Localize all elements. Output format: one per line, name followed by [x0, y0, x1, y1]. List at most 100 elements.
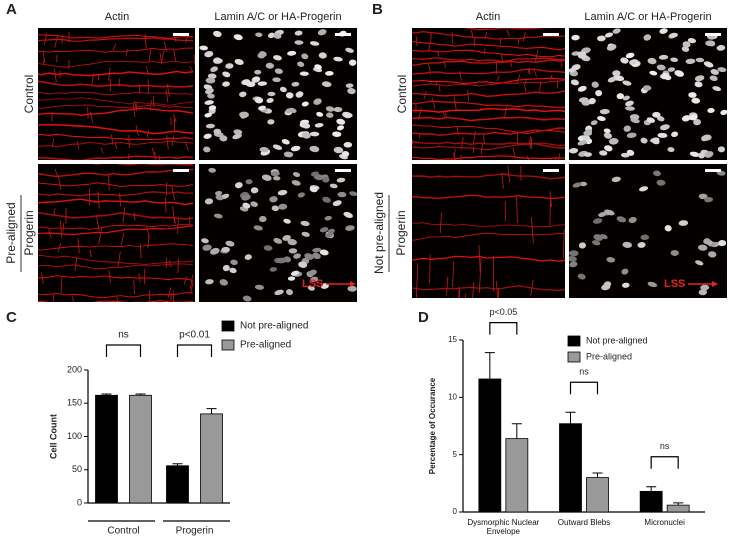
actin-junction — [516, 197, 518, 223]
nucleus — [691, 97, 701, 104]
nucleus — [637, 242, 646, 248]
nucleus — [274, 68, 283, 74]
actin-junction — [496, 75, 500, 82]
nucleus — [204, 198, 214, 205]
actin-junction — [453, 96, 456, 107]
nucleus — [569, 256, 577, 262]
actin-junction — [51, 111, 53, 122]
nucleus — [274, 289, 284, 296]
actin-fiber — [412, 116, 565, 122]
bar — [166, 465, 189, 504]
scale-bar — [335, 169, 351, 172]
nucleus — [259, 51, 267, 57]
nucleus — [219, 279, 228, 286]
nucleus — [652, 111, 661, 118]
micrograph — [38, 28, 195, 160]
nucleus — [622, 80, 632, 86]
actin-junction — [418, 107, 422, 120]
actin-junction — [53, 68, 57, 83]
actin-junction — [456, 125, 459, 135]
nucleus — [290, 145, 301, 152]
nucleus — [325, 232, 334, 238]
error-bar — [592, 472, 603, 478]
nucleus — [295, 91, 304, 98]
nucleus — [695, 260, 704, 266]
nucleus — [233, 34, 243, 41]
actin-fiber — [412, 232, 565, 241]
nucleus — [720, 109, 727, 116]
nucleus — [623, 125, 631, 132]
nucleus — [569, 147, 579, 154]
actin-fiber — [412, 30, 565, 40]
actin-fiber — [38, 198, 194, 206]
nucleus — [273, 55, 282, 61]
actin-fiber — [412, 141, 565, 149]
actin-fiber — [412, 194, 565, 200]
nucleus — [604, 209, 615, 216]
nucleus — [239, 111, 250, 118]
actin-junction — [189, 274, 194, 289]
nucleus — [593, 234, 603, 241]
actin-junction — [484, 48, 486, 55]
actin-junction — [41, 272, 44, 284]
error-bar — [511, 423, 522, 439]
nucleus — [319, 227, 329, 233]
nucleus — [685, 58, 696, 65]
nucleus — [343, 211, 353, 218]
nucleus — [309, 186, 318, 193]
actin-junction — [535, 49, 539, 62]
actin-junction — [164, 196, 167, 213]
panel-label: C — [6, 309, 17, 326]
micrograph — [199, 28, 357, 160]
micrograph — [412, 28, 565, 160]
actin-junction — [549, 74, 553, 82]
nucleus — [671, 131, 679, 138]
nucleus — [273, 32, 282, 39]
nucleus — [307, 285, 315, 291]
actin-fiber — [38, 212, 194, 220]
micrograph — [412, 164, 565, 298]
nucleus — [603, 281, 612, 288]
actin-fiber — [38, 223, 194, 230]
nucleus — [591, 81, 599, 88]
y-tick-label: 50 — [72, 464, 82, 474]
nucleus — [285, 92, 294, 99]
nucleus — [577, 140, 588, 146]
actin-junction — [127, 153, 130, 160]
nucleus — [612, 28, 621, 34]
actin-junction — [528, 136, 532, 146]
nucleus — [597, 116, 606, 121]
legend-label: Pre-aligned — [586, 351, 632, 361]
actin-junction — [100, 147, 104, 154]
column-header: Lamin A/C or HA-Progerin — [584, 11, 711, 23]
actin-fiber — [91, 164, 194, 166]
nucleus — [267, 91, 276, 97]
actin-junction — [108, 67, 111, 81]
significance-label: p<0.05 — [489, 307, 517, 317]
actin-junction — [506, 29, 510, 37]
error-bar — [484, 352, 495, 379]
nucleus — [343, 112, 353, 118]
scale-bar — [335, 33, 351, 36]
micrograph-bg — [412, 28, 565, 160]
actin-junction — [133, 280, 135, 294]
actin-junction — [42, 58, 46, 65]
nucleus — [312, 252, 321, 260]
significance-bracket — [569, 381, 599, 395]
actin-junction — [478, 257, 482, 293]
micrograph — [38, 164, 195, 302]
actin-fiber — [38, 70, 194, 77]
nucleus — [292, 172, 301, 178]
nucleus — [313, 98, 322, 105]
actin-junction — [168, 259, 172, 268]
nucleus — [577, 85, 587, 92]
y-tick-label: 200 — [67, 364, 82, 374]
nucleus — [208, 167, 217, 173]
flow-arrowhead — [712, 281, 718, 287]
nucleus — [647, 57, 657, 65]
legend-label: Pre-aligned — [240, 340, 291, 351]
nucleus — [267, 119, 275, 125]
actin-junction — [533, 69, 537, 77]
significance-label: ns — [579, 367, 589, 377]
